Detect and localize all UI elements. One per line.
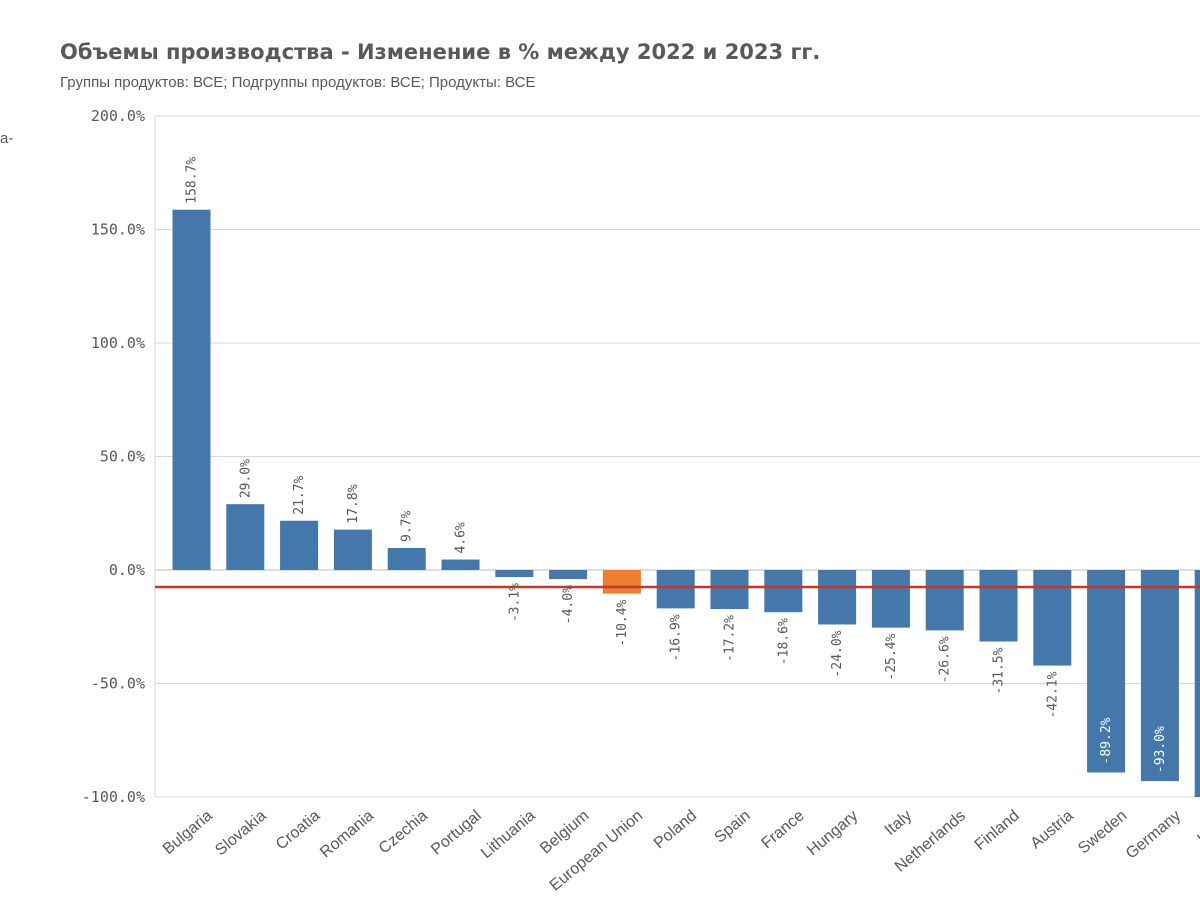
data-label: -18.6% bbox=[776, 618, 791, 665]
data-label: -3.1% bbox=[507, 583, 522, 622]
y-tick-label: 0.0% bbox=[109, 561, 145, 579]
data-label: 158.7% bbox=[185, 157, 200, 204]
bar bbox=[1194, 570, 1200, 797]
bar bbox=[818, 570, 857, 625]
bar bbox=[656, 570, 695, 609]
x-category-label: Czechia bbox=[376, 807, 431, 857]
data-label: 4.6% bbox=[454, 522, 469, 553]
x-category-label: Bulgaria bbox=[160, 807, 216, 858]
bar bbox=[387, 547, 426, 570]
x-category-label: Slovakia bbox=[212, 807, 269, 859]
chart-title: Объемы производства - Изменение в % межд… bbox=[60, 40, 821, 64]
x-category-label: Lithuania bbox=[478, 807, 539, 862]
bar bbox=[925, 570, 964, 631]
bar bbox=[710, 570, 749, 610]
chart-subtitle: Группы продуктов: ВСЕ; Подгруппы продукт… bbox=[60, 74, 536, 91]
y-tick-label: 100.0% bbox=[91, 334, 145, 352]
bar bbox=[441, 559, 480, 570]
x-category-label: Portugal bbox=[428, 807, 485, 858]
data-label: -26.6% bbox=[938, 636, 953, 683]
data-label: -25.4% bbox=[884, 633, 899, 680]
bar bbox=[1033, 570, 1072, 666]
y-tick-label: 50.0% bbox=[100, 448, 145, 466]
y-tick-label: -50.0% bbox=[91, 675, 145, 693]
x-category-label: Germany bbox=[1123, 807, 1184, 862]
x-category-label: Finland bbox=[972, 807, 1023, 854]
data-label: 17.8% bbox=[346, 484, 361, 523]
y-axis-ticks: 200.0% 150.0% 100.0% 50.0% 0.0% -50.0% -100.0% bbox=[82, 107, 145, 806]
data-label: -16.9% bbox=[669, 614, 684, 661]
data-label: -31.5% bbox=[992, 647, 1007, 694]
cropped-legend-fragment: a- bbox=[0, 130, 14, 147]
bar bbox=[226, 504, 265, 570]
bar bbox=[871, 570, 910, 628]
data-label: -17.2% bbox=[723, 615, 738, 662]
data-label: 9.7% bbox=[400, 511, 415, 542]
y-tick-label: -100.0% bbox=[82, 788, 145, 806]
bar bbox=[1140, 570, 1179, 782]
x-category-label: Latvia bbox=[1194, 807, 1200, 848]
x-category-label: Italy bbox=[882, 807, 915, 839]
data-label: -10.4% bbox=[615, 599, 630, 646]
bar bbox=[333, 529, 372, 570]
x-category-label: Poland bbox=[651, 807, 700, 852]
data-labels: 158.7% 29.0% 21.7% 17.8% 9.7% 4.6% -3.1% -4.0% -… bbox=[185, 157, 1168, 773]
bar bbox=[495, 570, 534, 578]
x-category-label: France bbox=[759, 807, 808, 852]
data-label: -93.0% bbox=[1153, 726, 1168, 773]
bar bbox=[979, 570, 1018, 642]
y-tick-label: 200.0% bbox=[91, 107, 145, 125]
data-label: -24.0% bbox=[830, 630, 845, 677]
data-label: 29.0% bbox=[238, 459, 253, 498]
bar bbox=[549, 570, 588, 580]
data-label: -89.2% bbox=[1099, 717, 1114, 764]
data-label: -42.1% bbox=[1045, 671, 1060, 718]
gridlines bbox=[154, 115, 1200, 798]
bar bbox=[1087, 570, 1126, 773]
bar bbox=[602, 570, 641, 594]
x-category-label: Croatia bbox=[273, 807, 324, 853]
x-category-label: Hungary bbox=[804, 807, 861, 859]
x-category-label: Austria bbox=[1028, 807, 1077, 852]
x-category-label: Spain bbox=[712, 807, 754, 846]
bars bbox=[172, 209, 1200, 797]
data-label: 21.7% bbox=[292, 475, 307, 514]
bar bbox=[764, 570, 803, 613]
bar bbox=[280, 520, 319, 570]
y-tick-label: 150.0% bbox=[91, 221, 145, 239]
x-category-label: European Union bbox=[547, 807, 647, 894]
data-label: -4.0% bbox=[561, 585, 576, 624]
bar bbox=[172, 209, 211, 570]
x-category-label: Romania bbox=[317, 807, 377, 861]
